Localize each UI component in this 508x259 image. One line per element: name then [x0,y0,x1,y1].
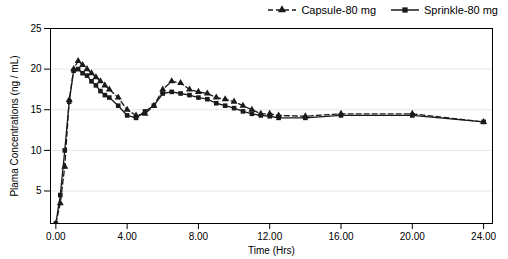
svg-text:24.00: 24.00 [471,231,496,242]
svg-text:12.00: 12.00 [257,231,282,242]
html-text:Capsule-80 mg: Capsule-80 mg [301,4,376,16]
svg-text:0.00: 0.00 [46,231,66,242]
svg-text:16.00: 16.00 [328,231,353,242]
svg-text:5: 5 [36,185,42,196]
svg-text:4.00: 4.00 [117,231,137,242]
svg-text:Time (Hrs): Time (Hrs) [248,245,295,256]
svg-text:Plama Concentrations (ng / mL): Plama Concentrations (ng / mL) [9,55,20,196]
svg-text:8.00: 8.00 [189,231,209,242]
svg-text:15: 15 [30,104,42,115]
svg-text:20: 20 [30,63,42,74]
html-text:Sprinkle-80 mg: Sprinkle-80 mg [424,4,498,16]
svg-text:25: 25 [30,23,42,34]
svg-text:20.00: 20.00 [400,231,425,242]
svg-text:10: 10 [30,145,42,156]
